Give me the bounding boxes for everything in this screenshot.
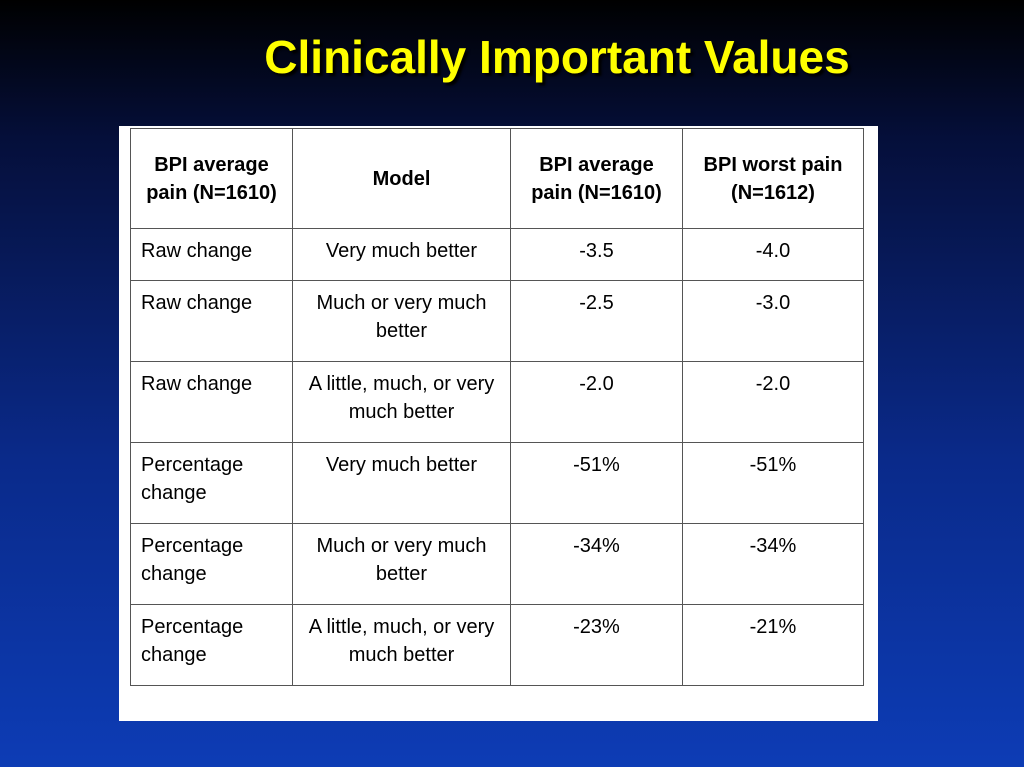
bpi-average-value-cell: -51% — [510, 442, 683, 524]
header-bpi-average-pain: BPI average pain (N=1610) — [510, 128, 683, 229]
measure-cell: Percentage change — [130, 604, 293, 686]
table-row: Raw change Very much better -3.5 -4.0 — [130, 228, 864, 281]
bpi-worst-value-cell: -34% — [682, 523, 864, 605]
header-bpi-average-pain-measure: BPI average pain (N=1610) — [130, 128, 293, 229]
model-cell: A little, much, or very much better — [292, 361, 511, 443]
measure-cell: Percentage change — [130, 442, 293, 524]
bpi-average-value-cell: -2.5 — [510, 280, 683, 362]
bpi-worst-value-cell: -3.0 — [682, 280, 864, 362]
measure-cell: Raw change — [130, 280, 293, 362]
table-row: Percentage change Very much better -51% … — [130, 442, 864, 524]
bpi-worst-value-cell: -21% — [682, 604, 864, 686]
measure-cell: Raw change — [130, 228, 293, 281]
bpi-average-value-cell: -34% — [510, 523, 683, 605]
table-row: Raw change Much or very much better -2.5… — [130, 280, 864, 362]
header-model: Model — [292, 128, 511, 229]
table-panel: BPI average pain (N=1610) Model BPI aver… — [119, 126, 878, 721]
header-bpi-worst-pain: BPI worst pain (N=1612) — [682, 128, 864, 229]
table-row: Percentage change Much or very much bett… — [130, 523, 864, 605]
slide-title: Clinically Important Values — [264, 31, 850, 83]
bpi-worst-value-cell: -51% — [682, 442, 864, 524]
model-cell: Much or very much better — [292, 523, 511, 605]
table-row: Raw change A little, much, or very much … — [130, 361, 864, 443]
measure-cell: Percentage change — [130, 523, 293, 605]
model-cell: A little, much, or very much better — [292, 604, 511, 686]
bpi-average-value-cell: -2.0 — [510, 361, 683, 443]
bpi-worst-value-cell: -2.0 — [682, 361, 864, 443]
bpi-average-value-cell: -23% — [510, 604, 683, 686]
measure-cell: Raw change — [130, 361, 293, 443]
model-cell: Very much better — [292, 442, 511, 524]
bpi-average-value-cell: -3.5 — [510, 228, 683, 281]
table-row: Percentage change A little, much, or ver… — [130, 604, 864, 686]
data-table: BPI average pain (N=1610) Model BPI aver… — [130, 128, 864, 686]
header-row: BPI average pain (N=1610) Model BPI aver… — [130, 128, 864, 229]
model-cell: Much or very much better — [292, 280, 511, 362]
bpi-worst-value-cell: -4.0 — [682, 228, 864, 281]
model-cell: Very much better — [292, 228, 511, 281]
